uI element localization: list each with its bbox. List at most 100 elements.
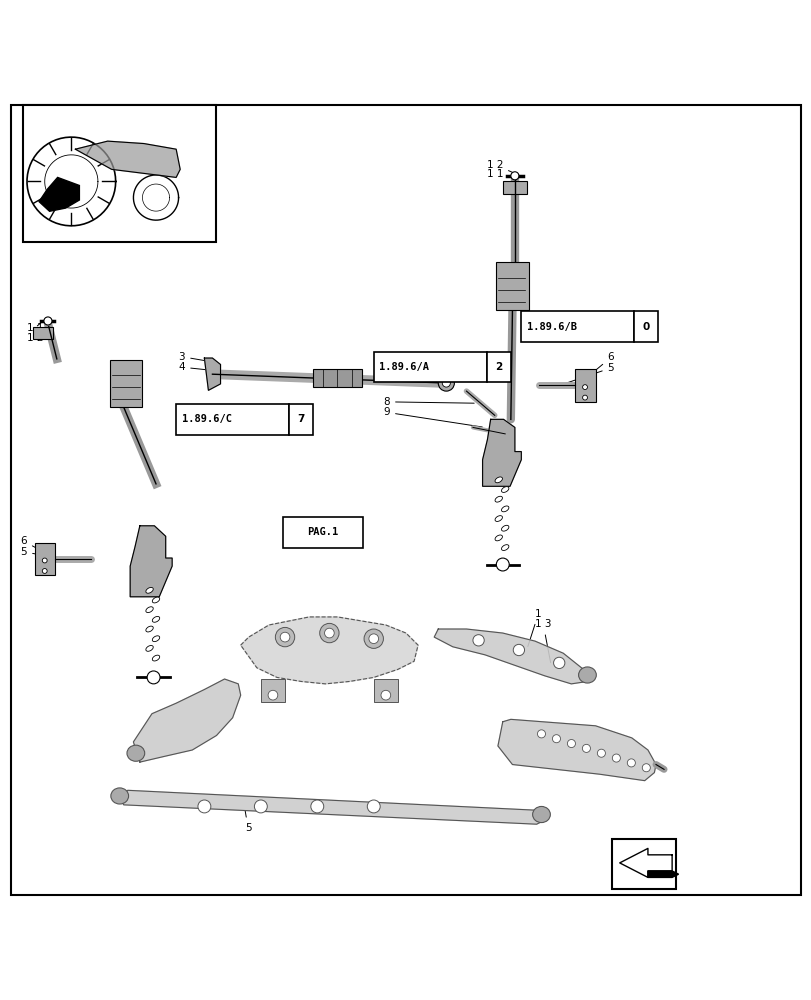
Circle shape [627, 759, 634, 767]
Text: 6: 6 [20, 536, 42, 551]
Text: 6: 6 [586, 352, 613, 377]
Bar [32, 327, 53, 339]
Circle shape [268, 690, 277, 700]
FancyBboxPatch shape [176, 404, 289, 435]
Text: 1: 1 [527, 609, 541, 647]
Ellipse shape [501, 545, 508, 550]
Polygon shape [240, 617, 418, 684]
Bar [35, 543, 55, 575]
Circle shape [513, 644, 524, 656]
Text: 1 1: 1 1 [27, 323, 44, 333]
Circle shape [42, 558, 47, 563]
Circle shape [368, 634, 378, 644]
Ellipse shape [501, 506, 508, 512]
Polygon shape [118, 790, 547, 824]
Polygon shape [75, 141, 180, 177]
Bar [23, 105, 217, 242]
Circle shape [553, 657, 564, 669]
Polygon shape [482, 419, 521, 486]
Ellipse shape [152, 597, 160, 603]
Text: PAG.1: PAG.1 [307, 527, 338, 537]
Circle shape [442, 379, 450, 387]
Text: 1 1: 1 1 [486, 169, 512, 186]
Text: 5: 5 [244, 811, 251, 833]
Circle shape [581, 744, 590, 752]
Circle shape [311, 800, 324, 813]
Bar [313, 369, 361, 387]
Circle shape [324, 628, 334, 638]
Text: 1 2: 1 2 [27, 333, 44, 343]
Text: 1.89.6/B: 1.89.6/B [526, 322, 577, 332]
Ellipse shape [146, 626, 153, 632]
Polygon shape [133, 679, 240, 762]
Circle shape [254, 800, 267, 813]
Ellipse shape [501, 487, 508, 492]
FancyBboxPatch shape [282, 517, 363, 548]
FancyBboxPatch shape [373, 352, 486, 382]
Circle shape [611, 754, 620, 762]
Circle shape [510, 172, 518, 180]
Polygon shape [647, 871, 678, 877]
Polygon shape [497, 719, 655, 781]
Circle shape [42, 569, 47, 573]
Text: 1.89.6/C: 1.89.6/C [182, 414, 231, 424]
Circle shape [363, 629, 383, 648]
Circle shape [44, 317, 52, 325]
Ellipse shape [111, 788, 128, 804]
Text: 1.89.6/A: 1.89.6/A [379, 362, 429, 372]
Bar [496, 262, 528, 310]
Polygon shape [434, 629, 586, 684]
Ellipse shape [146, 645, 153, 651]
FancyBboxPatch shape [521, 311, 633, 342]
Ellipse shape [532, 806, 550, 823]
Text: 4: 4 [178, 362, 215, 372]
Circle shape [438, 375, 454, 391]
Text: 2: 2 [495, 362, 502, 372]
Circle shape [582, 395, 586, 400]
FancyBboxPatch shape [486, 352, 510, 382]
Circle shape [380, 690, 390, 700]
Circle shape [280, 632, 290, 642]
Text: 7: 7 [297, 414, 304, 424]
Circle shape [147, 671, 160, 684]
Circle shape [472, 635, 483, 646]
Ellipse shape [127, 745, 144, 761]
Bar [260, 679, 285, 702]
Circle shape [642, 764, 650, 772]
Circle shape [582, 385, 586, 390]
Text: 9: 9 [383, 407, 482, 427]
FancyBboxPatch shape [633, 311, 658, 342]
Circle shape [198, 800, 211, 813]
Bar [611, 839, 676, 889]
Bar [110, 360, 142, 407]
Ellipse shape [146, 587, 153, 593]
Text: 8: 8 [383, 397, 474, 407]
Text: 3: 3 [178, 352, 215, 362]
Text: 1 3: 1 3 [534, 619, 551, 663]
Text: 5: 5 [20, 547, 61, 558]
Ellipse shape [152, 655, 160, 661]
Ellipse shape [501, 525, 508, 531]
Polygon shape [619, 848, 672, 877]
Circle shape [367, 800, 380, 813]
Text: 5: 5 [561, 363, 613, 385]
Ellipse shape [495, 477, 502, 483]
Ellipse shape [495, 516, 502, 521]
Circle shape [275, 627, 294, 647]
Bar [373, 679, 397, 702]
Circle shape [567, 740, 575, 748]
Circle shape [597, 749, 605, 757]
Ellipse shape [495, 535, 502, 541]
Circle shape [496, 558, 508, 571]
Ellipse shape [146, 607, 153, 613]
Ellipse shape [152, 616, 160, 622]
Circle shape [537, 730, 545, 738]
Text: 0: 0 [642, 322, 649, 332]
Circle shape [320, 623, 339, 643]
Polygon shape [130, 526, 172, 597]
Polygon shape [204, 358, 221, 390]
Ellipse shape [578, 667, 595, 683]
FancyBboxPatch shape [289, 404, 313, 435]
Bar [502, 181, 526, 194]
Circle shape [551, 735, 560, 743]
